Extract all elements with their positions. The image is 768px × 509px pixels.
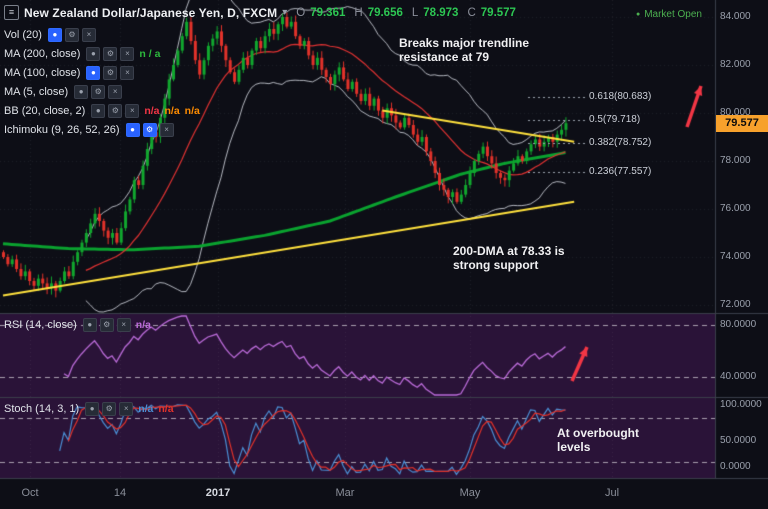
settings-icon[interactable]: ⚙ (142, 123, 157, 137)
stoch-legend: Stoch (14, 3, 1) ● ⚙ × n/a n/a (4, 401, 174, 417)
indicator-value: n/a (144, 105, 160, 117)
market-open-label: Market Open (644, 9, 702, 20)
rsi-axis-label: 80.0000 (720, 319, 757, 330)
annotation-overbought: At overbought levels (557, 426, 639, 454)
market-open-dot-icon: ● (635, 11, 641, 18)
settings-icon[interactable]: ⚙ (91, 85, 106, 99)
legend-row-2: MA (100, close) ● ⚙ × (4, 65, 135, 81)
time-axis-label: 14 (113, 487, 127, 499)
ohlc-high-label: H (354, 6, 363, 19)
stoch-axis-label: 50.0000 (720, 435, 757, 446)
time-axis-label: May (459, 487, 481, 499)
price-axis-label: 76.000 (720, 203, 751, 214)
eye-icon[interactable]: ● (47, 28, 62, 42)
eye-icon[interactable]: ● (125, 123, 140, 137)
close-icon[interactable]: × (120, 47, 135, 61)
settings-icon[interactable]: ⚙ (108, 104, 123, 118)
price-axis-label: 72.000 (720, 299, 751, 310)
close-icon[interactable]: × (119, 402, 134, 416)
eye-icon[interactable]: ● (74, 85, 89, 99)
close-icon[interactable]: × (108, 85, 123, 99)
chevron-down-icon[interactable]: ▾ (282, 7, 288, 18)
eye-icon[interactable]: ● (86, 66, 101, 80)
eye-icon[interactable]: ● (91, 104, 106, 118)
stoch-legend-label[interactable]: Stoch (14, 3, 1) (4, 403, 80, 415)
price-axis-label: 82.000 (720, 59, 751, 70)
fib-level-label: 0.5(79.718) (589, 113, 641, 125)
indicator-value: n/a (138, 403, 154, 415)
close-icon[interactable]: × (159, 123, 174, 137)
settings-icon[interactable]: ⚙ (99, 318, 114, 332)
settings-icon[interactable]: ⚙ (64, 28, 79, 42)
close-icon[interactable]: × (120, 66, 135, 80)
indicator-value: n/a (184, 105, 200, 117)
time-axis-label: Mar (335, 487, 355, 499)
legend-row-5: Ichimoku (9, 26, 52, 26) ● ⚙ × (4, 122, 174, 138)
symbol-title[interactable]: New Zealand Dollar/Japanese Yen, D, FXCM (24, 5, 278, 20)
legend-row-3: MA (5, close) ● ⚙ × (4, 84, 123, 100)
fib-level-label: 0.236(77.557) (589, 165, 652, 177)
eye-icon[interactable]: ● (86, 47, 101, 61)
rsi-legend: RSI (14, close) ● ⚙ × n/a (4, 317, 151, 333)
titlebar: ≡ New Zealand Dollar/Japanese Yen, D, FX… (4, 5, 516, 20)
eye-icon[interactable]: ● (85, 402, 100, 416)
time-axis-label: Jul (604, 487, 620, 499)
legend-row-4-label[interactable]: BB (20, close, 2) (4, 105, 86, 117)
legend-row-5-label[interactable]: Ichimoku (9, 26, 52, 26) (4, 124, 120, 136)
stoch-axis-label: 0.0000 (720, 461, 751, 472)
annotation-dma-support: 200-DMA at 78.33 is strong support (453, 244, 565, 272)
settings-icon[interactable]: ⚙ (102, 402, 117, 416)
ohlc-low-label: L (411, 6, 419, 19)
settings-icon[interactable]: ⚙ (103, 47, 118, 61)
ohlc-high-value: 79.656 (367, 6, 403, 19)
ohlc-open-label: O (296, 6, 306, 19)
indicator-value: n/a (158, 403, 174, 415)
close-icon[interactable]: × (81, 28, 96, 42)
legend-row-0-label[interactable]: Vol (20) (4, 29, 42, 41)
ohlc-close-value: 79.577 (480, 6, 516, 19)
price-axis-label: 84.000 (720, 11, 751, 22)
price-axis-label: 78.000 (720, 155, 751, 166)
ohlc-close-label: C (467, 6, 476, 19)
legend-row-4: BB (20, close, 2) ● ⚙ × n/a n/a n/a (4, 103, 200, 119)
rsi-legend-label[interactable]: RSI (14, close) (4, 319, 77, 331)
legend-row-2-label[interactable]: MA (100, close) (4, 67, 81, 79)
settings-icon[interactable]: ⚙ (103, 66, 118, 80)
fib-level-label: 0.382(78.752) (589, 136, 652, 148)
chart-menu-icon[interactable]: ≡ (4, 5, 19, 20)
fib-level-label: 0.618(80.683) (589, 90, 652, 102)
close-icon[interactable]: × (125, 104, 140, 118)
annotation-trendline-break: Breaks major trendline resistance at 79 (399, 36, 530, 64)
price-axis-label: 80.000 (720, 107, 751, 118)
rsi-axis-label: 40.0000 (720, 371, 757, 382)
legend-row-0: Vol (20) ● ⚙ × (4, 27, 96, 43)
time-axis-label: Oct (21, 487, 39, 499)
eye-icon[interactable]: ● (82, 318, 97, 332)
legend-row-1: MA (200, close) ● ⚙ × n / a (4, 46, 160, 62)
stoch-axis-label: 100.0000 (720, 399, 762, 410)
last-price-tag: 79.577 (716, 115, 768, 133)
price-axis-label: 74.000 (720, 251, 751, 262)
market-status-badge: ● Market Open (636, 9, 702, 20)
close-icon[interactable]: × (116, 318, 131, 332)
time-axis-label: 2017 (205, 487, 231, 499)
legend-row-1-label[interactable]: MA (200, close) (4, 48, 81, 60)
indicator-value: n/a (164, 105, 180, 117)
indicator-value: n/a (135, 319, 151, 331)
ohlc-open-value: 79.361 (310, 6, 346, 19)
indicator-value: n / a (139, 48, 161, 60)
ohlc-low-value: 78.973 (423, 6, 459, 19)
legend-row-3-label[interactable]: MA (5, close) (4, 86, 69, 98)
